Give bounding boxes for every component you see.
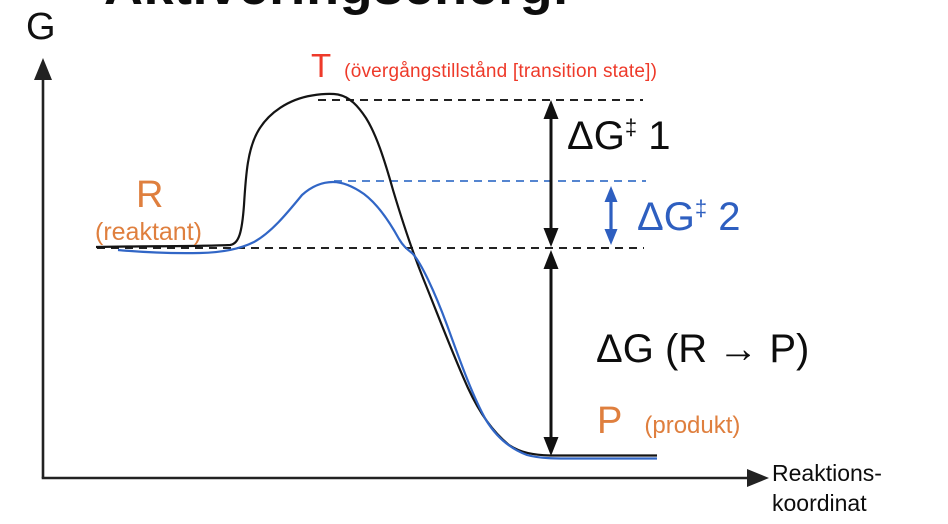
dg2-label-prefix: ΔG: [637, 195, 695, 239]
dg2-arrow-up-head: [604, 186, 618, 202]
transition-state-label: T (övergångstillstånd [transition state]…: [311, 49, 657, 82]
double-dagger-symbol: ‡: [624, 114, 638, 140]
dg-rp-arrow-down-head: [543, 437, 559, 456]
x-axis-arrowhead: [747, 469, 769, 487]
reactant-description: (reaktant): [95, 218, 202, 246]
y-axis-arrowhead: [34, 58, 52, 80]
catalyzed-curve: [117, 180, 657, 460]
dg-rp-arrow-up-head: [543, 250, 559, 269]
page-title: Aktiveringsenergi: [104, 0, 569, 13]
x-axis-label: Reaktions- koordinat: [772, 458, 882, 518]
y-axis-label: G: [26, 6, 56, 48]
uncatalyzed-curve: [95, 92, 657, 457]
transition-state-description: (övergångstillstånd [transition state]): [344, 61, 658, 82]
double-dagger-symbol: ‡: [694, 195, 708, 221]
x-axis-label-line2: koordinat: [772, 490, 867, 516]
dg1-label: ΔG‡ 1: [567, 116, 670, 156]
dg-reaction-label: ΔG (R → P): [596, 327, 810, 371]
dg1-arrow-up-head: [543, 100, 559, 119]
reactant-letter: R: [136, 174, 164, 216]
dg2-label: ΔG‡ 2: [637, 197, 740, 237]
dg2-label-number: 2: [707, 195, 741, 239]
dg2-arrow-down-head: [604, 229, 618, 245]
dg1-label-prefix: ΔG: [567, 114, 625, 158]
product-label: P (produkt): [597, 402, 740, 440]
transition-state-letter: T: [311, 47, 332, 84]
dg1-arrow-down-head: [543, 228, 559, 247]
dg1-label-number: 1: [637, 114, 671, 158]
product-description: (produkt): [644, 412, 741, 439]
x-axis-label-line1: Reaktions-: [772, 460, 882, 486]
product-letter: P: [597, 400, 623, 442]
